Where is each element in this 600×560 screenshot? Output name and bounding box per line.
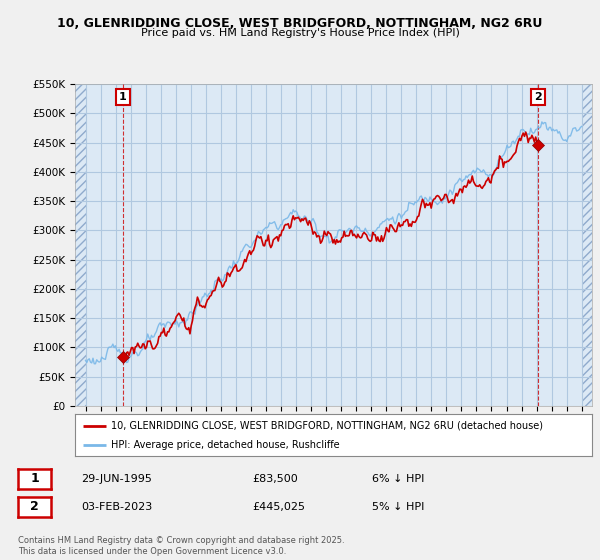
Text: 1: 1 — [30, 472, 39, 486]
Bar — [581, 84, 592, 406]
Text: 6% ↓ HPI: 6% ↓ HPI — [372, 474, 424, 484]
Text: HPI: Average price, detached house, Rushcliffe: HPI: Average price, detached house, Rush… — [111, 440, 340, 450]
Text: 10, GLENRIDDING CLOSE, WEST BRIDGFORD, NOTTINGHAM, NG2 6RU (detached house): 10, GLENRIDDING CLOSE, WEST BRIDGFORD, N… — [111, 421, 543, 431]
Text: £445,025: £445,025 — [252, 502, 305, 512]
Text: Price paid vs. HM Land Registry's House Price Index (HPI): Price paid vs. HM Land Registry's House … — [140, 28, 460, 38]
Text: £83,500: £83,500 — [252, 474, 298, 484]
Text: 5% ↓ HPI: 5% ↓ HPI — [372, 502, 424, 512]
Text: 03-FEB-2023: 03-FEB-2023 — [81, 502, 152, 512]
Text: 2: 2 — [534, 92, 542, 102]
Text: 10, GLENRIDDING CLOSE, WEST BRIDGFORD, NOTTINGHAM, NG2 6RU: 10, GLENRIDDING CLOSE, WEST BRIDGFORD, N… — [58, 17, 542, 30]
Text: 2: 2 — [30, 500, 39, 514]
Text: Contains HM Land Registry data © Crown copyright and database right 2025.
This d: Contains HM Land Registry data © Crown c… — [18, 536, 344, 556]
Bar — [581, 84, 592, 406]
Bar — [75, 84, 86, 406]
Text: 29-JUN-1995: 29-JUN-1995 — [81, 474, 152, 484]
Bar — [75, 84, 86, 406]
Text: 1: 1 — [119, 92, 127, 102]
